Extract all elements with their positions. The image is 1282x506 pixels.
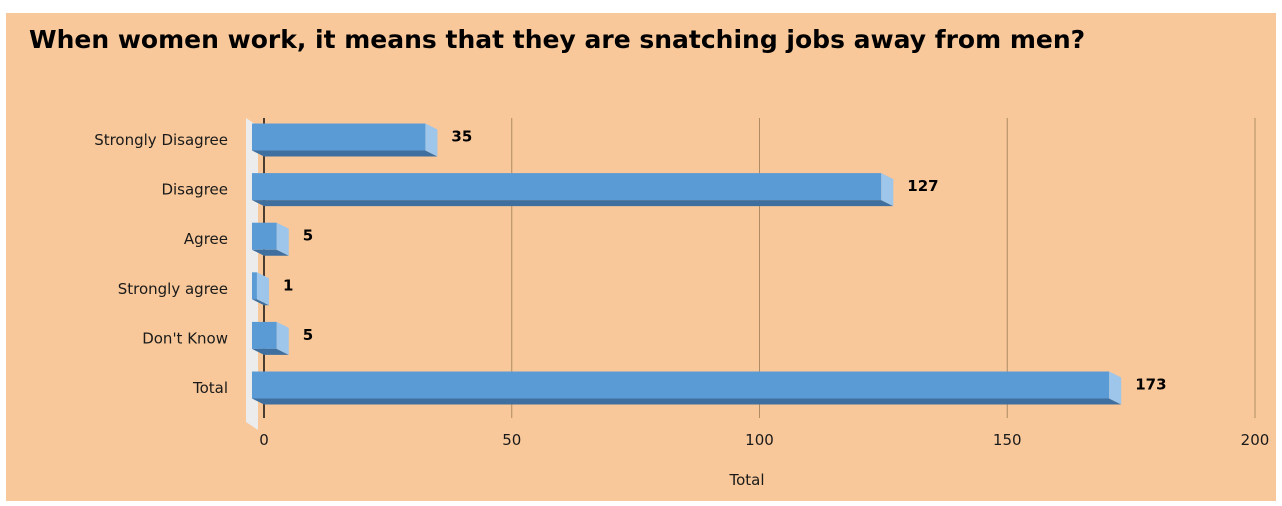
chart-background [6,13,1276,501]
x-axis-title: Total [728,471,764,489]
x-tick-label: 0 [259,431,269,449]
x-tick-label: 50 [502,431,521,449]
bar-bottom-face [252,200,894,207]
category-label: Strongly Disagree [94,131,228,149]
category-label: Total [192,379,228,397]
data-label: 5 [303,227,313,245]
bar-bottom-face [252,299,269,306]
bar-side-face [276,321,289,355]
data-label: 173 [1135,376,1166,394]
bar [252,321,277,349]
bar [252,371,1110,399]
bar-side-face [276,222,289,256]
category-label: Don't Know [142,329,228,347]
bar [252,123,426,151]
bar-side-face [256,272,269,306]
x-tick-label: 150 [993,431,1022,449]
bar [252,222,277,250]
category-label: Strongly agree [118,280,228,298]
data-label: 1 [283,276,293,294]
category-label: Disagree [161,181,228,199]
bar-side-face [425,123,438,157]
bar-side-face [881,173,894,207]
bar-bottom-face [252,150,438,157]
x-tick-label: 100 [745,431,774,449]
bar [252,272,257,300]
category-label: Agree [184,230,228,248]
data-label: 35 [451,128,472,146]
data-label: 127 [907,177,938,195]
bar-side-face [1109,371,1122,405]
bar-bottom-face [252,398,1122,405]
bar-bottom-face [252,249,289,256]
data-label: 5 [303,326,313,344]
bar-bottom-face [252,348,289,355]
bar [252,173,882,201]
chart-title: When women work, it means that they are … [29,25,1086,54]
x-tick-label: 200 [1241,431,1270,449]
